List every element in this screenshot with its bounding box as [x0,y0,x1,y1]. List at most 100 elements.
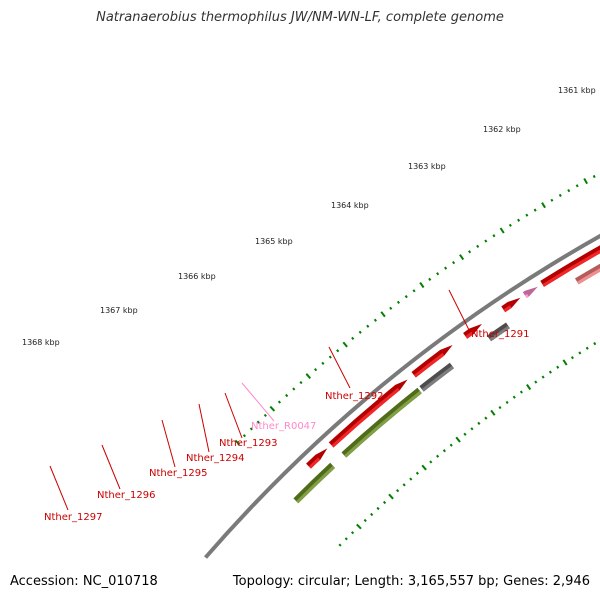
tick-mark [492,234,496,238]
gene-label-nther-1292: Nther_1292 [325,391,383,402]
tick-mark [380,311,386,318]
genome-title: Natranaerobius thermophilus JW/NM-WN-LF,… [96,10,504,25]
scale-label-1365: 1365 kbp [255,237,293,246]
scale-label-1366: 1366 kbp [178,272,216,281]
leader-line [101,444,121,490]
feature-lower-1295 [419,362,454,392]
tick-mark [277,400,282,404]
tick-mark [592,174,596,179]
gene-labels: Nther_1291 Nther_1292 Nther_R0047 Nther_… [44,329,529,523]
tick-mark [356,523,362,530]
tick-mark [429,460,433,464]
tick-mark [476,244,480,248]
genome-backbone [203,233,600,559]
tick-mark [351,336,355,341]
tick-mark [556,365,560,369]
leader-line [328,346,351,389]
leader-line [49,465,69,511]
feature-nther-r0047 [522,286,538,298]
tick-mark [470,427,474,431]
tick-mark [593,341,597,346]
tick-mark [533,208,537,212]
gene-label-nther-1291: Nther_1291 [471,329,529,340]
tick-mark [314,368,318,372]
tick-mark [578,351,582,355]
tick-mark [477,421,481,426]
tick-mark [452,261,456,265]
tick-mark [550,198,554,202]
leader-line [224,392,243,439]
tick-mark [449,443,453,447]
gene-label-nther-1295: Nther_1295 [149,468,207,479]
tick-mark [442,449,446,453]
gene-label-nther-1296: Nther_1296 [97,490,155,501]
tick-mark [396,300,401,304]
scale-label-1361: 1361 kbp [558,86,596,95]
tick-mark [338,543,342,547]
tick-mark [363,518,367,523]
tick-mark [242,434,247,438]
tick-mark [402,483,406,487]
feature-lower-1297 [293,462,335,504]
tick-mark [499,227,505,234]
tick-mark [412,289,416,293]
tick-mark [570,356,574,360]
tick-mark [382,500,387,505]
tick-mark [299,380,303,385]
tick-mark [455,436,461,443]
tick-mark [409,477,413,481]
gene-label-nther-1294: Nther_1294 [186,453,244,464]
tick-mark [321,361,325,365]
tick-mark [444,266,448,270]
tick-mark [519,390,523,394]
tick-mark [575,184,579,188]
tick-mark [484,416,488,420]
tick-mark [285,393,289,398]
accession-text: Accession: NC_010718 [10,574,158,589]
tick-mark [350,531,355,535]
tick-mark [436,272,440,276]
genome-summary-text: Topology: circular; Length: 3,165,557 bp… [232,574,590,589]
feature-lower-1292-b [575,263,600,285]
feature-lower-1294 [487,322,510,342]
tick-mark [517,218,521,222]
tick-mark [505,400,509,404]
tick-mark [498,406,502,410]
scale-labels: 1361 kbp 1362 kbp 1363 kbp 1364 kbp 1365… [22,86,596,347]
feature-nther-1293-upper [501,297,521,313]
tick-mark [567,188,571,193]
tick-mark [249,427,253,431]
tick-mark [336,349,340,353]
tick-marks [234,174,600,547]
scale-label-1367: 1367 kbp [100,306,138,315]
feature-nther-1294-upper [463,323,482,339]
tick-mark [419,282,425,289]
feature-nther-1295-upper [411,345,453,378]
tick-mark [358,330,362,334]
gene-label-nther-1297: Nther_1297 [44,512,102,523]
tick-mark [490,409,496,416]
feature-lower-1296 [341,387,422,458]
tick-mark [269,405,276,412]
scale-label-1364: 1364 kbp [331,201,369,210]
tick-mark [526,384,532,391]
tick-mark [256,420,260,424]
tick-mark [468,250,472,254]
tick-mark [459,254,465,261]
tick-mark [328,355,332,359]
feature-nther-1296-upper [328,379,408,448]
scale-label-1362: 1362 kbp [483,125,521,134]
tick-mark [389,306,393,310]
label-leader-lines [49,289,470,511]
tick-mark [234,439,241,446]
backbone-arc [203,233,600,559]
leader-line [198,403,210,453]
tick-mark [305,373,312,379]
tick-mark [541,375,545,379]
tick-mark [388,493,394,500]
gene-features [293,245,600,504]
feature-nther-1297-upper [306,448,328,469]
tick-mark [344,537,348,541]
leader-line [448,289,470,331]
